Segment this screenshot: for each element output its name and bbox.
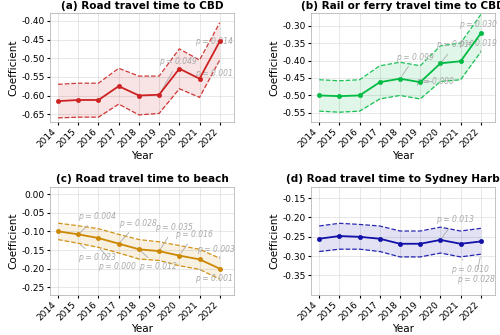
Text: p = 0.010: p = 0.010 (450, 259, 488, 274)
X-axis label: Year: Year (392, 324, 414, 334)
X-axis label: Year: Year (131, 151, 153, 161)
Y-axis label: Coefficient: Coefficient (8, 212, 18, 269)
X-axis label: Year: Year (392, 151, 414, 161)
Text: p = 0.028: p = 0.028 (118, 219, 156, 242)
Title: (b) Rail or ferry travel time to CBD: (b) Rail or ferry travel time to CBD (301, 1, 500, 11)
Text: p = 0.030: p = 0.030 (458, 20, 496, 33)
Text: p = 0.080: p = 0.080 (416, 77, 454, 86)
Text: p = 0.028: p = 0.028 (456, 257, 494, 284)
Text: p = 0.001: p = 0.001 (196, 269, 234, 282)
X-axis label: Year: Year (131, 324, 153, 334)
Text: p = 0.012: p = 0.012 (139, 251, 177, 271)
Text: p = 0.019: p = 0.019 (458, 39, 496, 52)
Text: p = 0.004: p = 0.004 (78, 212, 116, 232)
Text: p = 0.016: p = 0.016 (176, 230, 213, 253)
Y-axis label: Coefficient: Coefficient (8, 39, 18, 96)
Text: p = 0.099: p = 0.099 (396, 53, 434, 76)
Text: p = 0.010: p = 0.010 (436, 40, 474, 61)
Title: (c) Road travel time to beach: (c) Road travel time to beach (56, 175, 229, 184)
Text: p = 0.003: p = 0.003 (198, 245, 235, 258)
Y-axis label: Coefficient: Coefficient (270, 39, 280, 96)
Y-axis label: Coefficient: Coefficient (270, 212, 280, 269)
Title: (a) Road travel time to CBD: (a) Road travel time to CBD (60, 1, 223, 11)
Title: (d) Road travel time to Sydney Harbour: (d) Road travel time to Sydney Harbour (286, 175, 500, 184)
Text: p = 0.013: p = 0.013 (436, 215, 474, 238)
Text: p = 0.014: p = 0.014 (196, 37, 234, 46)
Text: p = 0.001: p = 0.001 (196, 63, 234, 78)
Text: p = 0.035: p = 0.035 (155, 223, 193, 249)
Text: p = 0.023: p = 0.023 (78, 245, 116, 262)
Text: p = 0.000: p = 0.000 (98, 249, 136, 271)
Text: p = 0.049: p = 0.049 (159, 57, 197, 92)
